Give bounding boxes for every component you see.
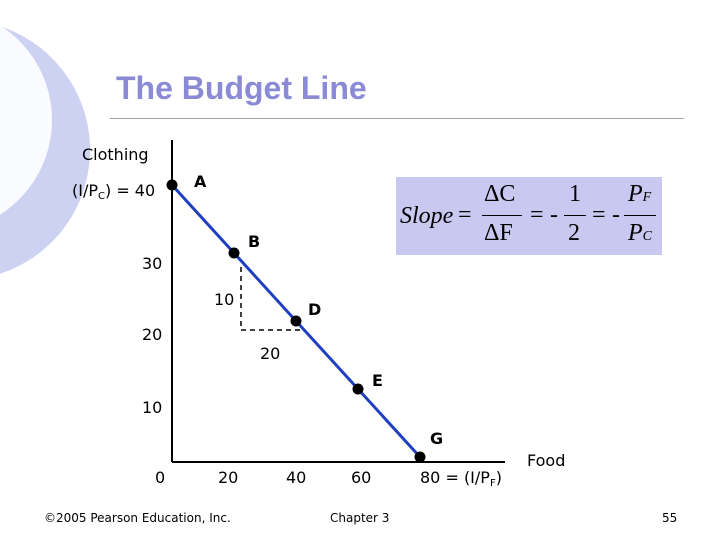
x-intercept-label: 80 = (I/PF) <box>420 470 502 489</box>
point-label-a: A <box>194 172 207 191</box>
price-food: PF <box>628 182 651 206</box>
decor-circle-inner <box>0 25 52 215</box>
price-clothing-sub: C <box>642 229 653 244</box>
slope-formula-box: Slope = ΔC ΔF = - 1 2 = - PF PC <box>396 177 662 255</box>
x-tick-label: 60 <box>351 468 372 487</box>
slope-word: Slope <box>400 203 454 229</box>
title-divider <box>110 118 684 119</box>
numerator-one: 1 <box>569 181 581 207</box>
price-food-p: P <box>628 181 643 207</box>
price-clothing-p: P <box>628 220 643 246</box>
fraction-bar <box>564 215 586 216</box>
point-label-g: G <box>430 429 444 448</box>
rise-label: 10 <box>214 290 235 309</box>
x-intercept-label-sub: F <box>489 478 496 489</box>
point-label-b: B <box>248 232 261 251</box>
y-tick-label: 20 <box>142 325 163 344</box>
y-tick-label: 10 <box>142 398 163 417</box>
y-tick-label: 30 <box>142 254 163 273</box>
minus-sign: - <box>612 202 620 228</box>
point-label-e: E <box>372 371 383 390</box>
footer-chapter: Chapter 3 <box>330 511 390 525</box>
delta-c: ΔC <box>484 181 516 207</box>
equals-sign: = <box>592 202 606 228</box>
minus-sign: - <box>550 202 558 228</box>
denominator-two: 2 <box>568 220 580 246</box>
price-food-sub: F <box>642 190 652 205</box>
budget-point-d <box>290 315 302 327</box>
x-axis-label: Food <box>527 451 566 470</box>
footer-page-number: 55 <box>662 511 678 525</box>
point-label-d: D <box>308 300 322 319</box>
y-intercept-label-sub: C <box>98 191 105 202</box>
y-intercept-label-post: ) = 40 <box>104 181 156 200</box>
y-intercept-label-pre: (I/P <box>72 181 98 200</box>
x-tick-label: 40 <box>286 468 307 487</box>
x-intercept-label-pre: 80 = (I/P <box>420 468 490 487</box>
budget-point-b <box>228 247 240 259</box>
budget-point-a <box>166 179 178 191</box>
delta-f: ΔF <box>484 220 513 246</box>
footer-copyright: ©2005 Pearson Education, Inc. <box>44 511 231 525</box>
x-tick-label: 0 <box>155 468 166 487</box>
equals-sign: = <box>530 202 544 228</box>
x-tick-label: 20 <box>218 468 239 487</box>
fraction-bar <box>624 215 656 216</box>
budget-point-e <box>352 383 364 395</box>
equals-sign: = <box>458 202 472 228</box>
price-clothing: PC <box>628 221 652 245</box>
y-intercept-label: (I/PC) = 40 <box>72 183 155 202</box>
slide-title: The Budget Line <box>116 70 367 106</box>
run-label: 20 <box>260 344 281 363</box>
x-intercept-label-post: ) <box>495 468 502 487</box>
budget-points <box>166 179 426 463</box>
budget-point-g <box>414 451 426 463</box>
y-axis-label: Clothing <box>82 145 149 164</box>
fraction-bar <box>482 215 522 216</box>
